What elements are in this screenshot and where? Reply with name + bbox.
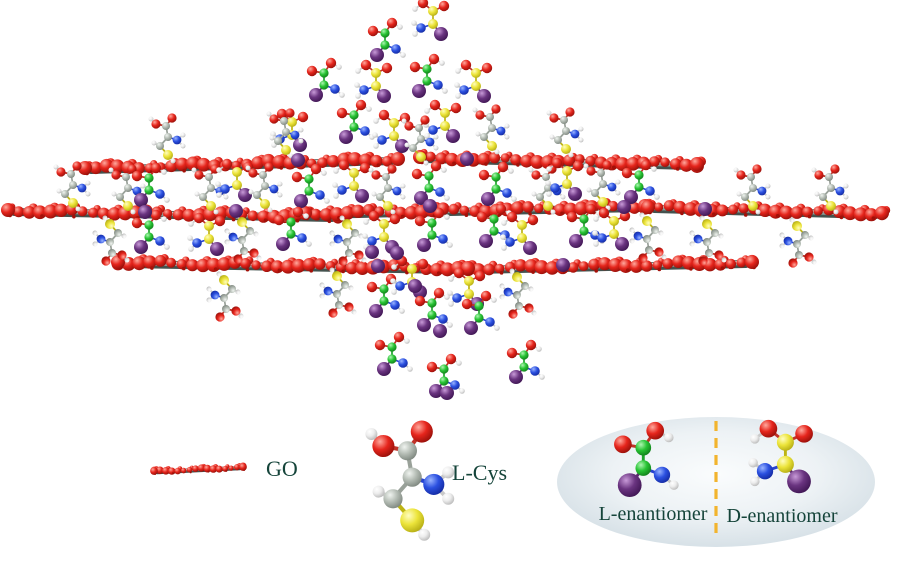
molecule-l-cysteine <box>499 268 537 319</box>
go-sheet <box>150 462 247 476</box>
go-sheet <box>461 254 759 277</box>
molecule-l-cysteine <box>546 107 584 158</box>
atom-purple-sphere <box>460 152 474 166</box>
molecule-l-cysteine <box>365 420 455 541</box>
atom-purple-sphere <box>556 258 570 272</box>
atom-purple-sphere <box>291 153 305 167</box>
molecule-l-enantiomer <box>374 331 413 376</box>
atom-purple-sphere <box>423 199 437 213</box>
molecule-l-cysteine <box>583 160 621 211</box>
molecule-l-cysteine <box>92 215 130 266</box>
molecule-l-enantiomer <box>367 17 406 62</box>
molecule-l-cysteine <box>811 164 849 215</box>
molecule-l-cysteine <box>401 115 439 166</box>
molecule-l-cysteine <box>206 271 244 322</box>
molecule-d-enantiomer <box>748 419 813 494</box>
molecule-d-enantiomer <box>362 210 401 254</box>
molecule-l-enantiomer <box>409 53 448 98</box>
molecule-l-cysteine <box>368 164 406 215</box>
molecule-d-enantiomer <box>423 99 462 143</box>
atom-purple-sphere <box>408 279 422 293</box>
molecule-l-cysteine <box>245 162 283 213</box>
molecule-l-cysteine <box>629 212 667 263</box>
molecule-l-cysteine <box>224 213 262 264</box>
molecule-l-enantiomer <box>336 99 375 144</box>
molecule-l-enantiomer <box>131 209 170 254</box>
molecule-l-enantiomer <box>621 159 660 204</box>
atom-purple-sphere <box>433 324 447 338</box>
molecule-d-enantiomer <box>215 158 254 202</box>
molecule-d-enantiomer <box>372 109 411 153</box>
molecule-l-cysteine <box>148 113 186 164</box>
go-legend-label: GO <box>266 456 298 481</box>
atom-purple-sphere <box>617 200 631 214</box>
molecule-l-cysteine <box>472 104 510 155</box>
molecule-d-enantiomer <box>545 157 584 201</box>
molecule-l-enantiomer <box>461 290 500 335</box>
molecule-d-enantiomer <box>500 211 539 255</box>
l-cys-legend-label: L-Cys <box>452 460 507 485</box>
molecule-l-enantiomer <box>273 206 312 251</box>
atom-purple-sphere <box>698 202 712 216</box>
molecule-l-cysteine <box>266 108 304 159</box>
molecule-d-enantiomer <box>187 212 226 256</box>
l-enantiomer-label: L-enantiomer <box>598 503 708 525</box>
molecule-l-cysteine <box>329 215 367 266</box>
molecule-d-enantiomer <box>332 159 371 203</box>
molecule-l-enantiomer <box>426 353 465 398</box>
molecule-l-cysteine <box>319 267 357 318</box>
molecule-l-enantiomer <box>306 57 345 102</box>
molecule-l-enantiomer <box>411 160 450 205</box>
molecule-l-enantiomer <box>614 421 679 497</box>
go-sheet <box>641 199 891 222</box>
molecule-l-enantiomer <box>478 161 517 206</box>
molecule-l-enantiomer <box>506 339 545 384</box>
atom-purple-sphere <box>365 245 379 259</box>
molecule-l-enantiomer <box>366 273 405 318</box>
d-enantiomer-label: D-enantiomer <box>726 505 838 527</box>
molecule-l-enantiomer <box>414 207 453 252</box>
molecule-d-enantiomer <box>454 59 493 103</box>
atom-purple-sphere <box>390 246 404 260</box>
molecule-d-enantiomer <box>354 59 393 103</box>
atom-purple-sphere <box>371 259 385 273</box>
atom-purple-sphere <box>229 204 243 218</box>
atom-purple-sphere <box>138 205 152 219</box>
molecule-d-enantiomer <box>411 0 450 41</box>
atom-purple-sphere <box>440 386 454 400</box>
molecule-l-enantiomer <box>414 287 453 332</box>
molecule-l-enantiomer <box>291 163 330 208</box>
molecule-l-cysteine <box>53 161 91 212</box>
molecule-l-cysteine <box>779 217 817 268</box>
molecule-l-cysteine <box>733 164 771 215</box>
molecule-l-enantiomer <box>131 162 170 207</box>
molecule-l-cysteine <box>689 215 727 266</box>
molecule-d-enantiomer <box>447 267 486 311</box>
